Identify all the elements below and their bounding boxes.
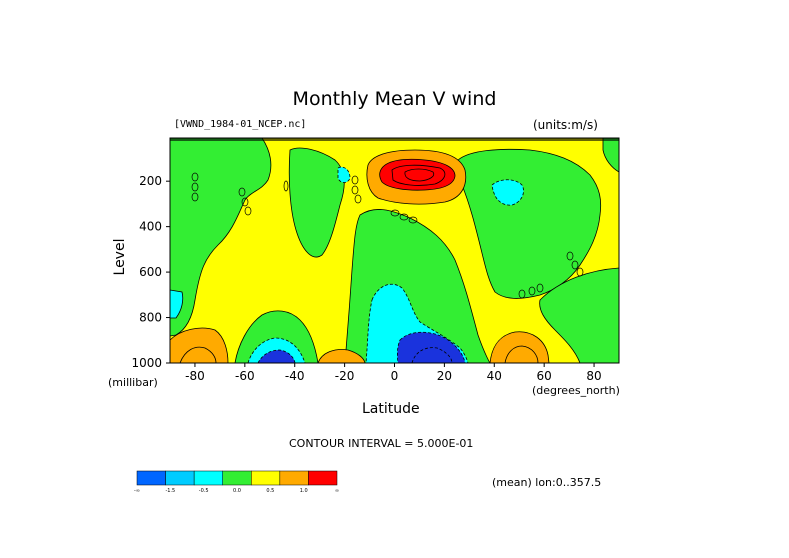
x-tick-label: -80 [185,369,205,383]
y-tick-label: 400 [139,220,162,234]
y-tick-label: 1000 [131,356,162,370]
x-axis-label: Latitude [362,401,420,417]
orange-region-mid [317,349,366,363]
contour-jet-inner-1 [391,164,446,186]
cyan-region-nh-upper [491,179,524,206]
contour-sh-low-inner [179,346,217,363]
colorbar-label: 1.0 [300,488,308,494]
dataset-label: [VWND_1984-01_NCEP.nc] [174,119,307,130]
averaging-label: (mean) lon:0..357.5 [492,476,602,489]
chart-title: Monthly Mean V wind [292,88,497,110]
colorbar-swatch [279,470,309,486]
contour-interval-label: CONTOUR INTERVAL = 5.000E-01 [289,437,474,450]
green-region-nh-low [539,267,619,363]
colorbar: -∞ -1.5 -0.5 0.0 0.5 1.0 ∞ [134,470,339,494]
small-contour-rings [191,172,584,299]
y-axis-ticks: 200 400 600 800 1000 [131,174,170,370]
contour-nh-low-inner [504,345,539,363]
top-boundary-strip [170,138,619,141]
green-region-upper [288,147,345,258]
green-region-sh [170,138,272,337]
colorbar-swatch [251,470,281,486]
colorbar-label: 0.0 [233,488,241,494]
y-axis-unit: (millibar) [108,376,158,389]
cyan-region-small [337,166,351,183]
x-tick-label: 40 [487,369,502,383]
colorbar-label: ∞ [335,488,339,494]
x-tick-label: -40 [285,369,305,383]
contour-jet-inner-2 [404,168,435,182]
colorbar-swatch [193,470,223,486]
x-tick-label: -60 [235,369,255,383]
colorbar-label: -∞ [134,488,140,494]
x-tick-label: 0 [391,369,399,383]
x-tick-label: 80 [586,369,601,383]
orange-region-nh-low [489,331,550,363]
contour-blue-inner [411,347,453,363]
colorbar-label: -0.5 [199,488,209,494]
colorbar-label: 0.5 [266,488,274,494]
x-axis-unit: (degrees_north) [532,384,620,397]
y-tick-label: 600 [139,265,162,279]
colorbar-swatch [222,470,252,486]
x-tick-label: -20 [335,369,355,383]
x-tick-label: 20 [437,369,452,383]
colorbar-swatch [165,470,195,486]
x-tick-label: 60 [537,369,552,383]
blue-region-sh [257,349,296,363]
cyan-region-left-edge [170,289,184,319]
x-axis-ticks: -80 -60 -40 -20 0 20 40 60 80 [185,363,602,383]
y-tick-label: 200 [139,174,162,188]
y-tick-label: 800 [139,311,162,325]
colorbar-swatch [136,470,166,486]
colorbar-swatch [308,470,338,486]
colorbar-label: -1.5 [165,488,175,494]
units-label: (units:m/s) [533,118,598,132]
